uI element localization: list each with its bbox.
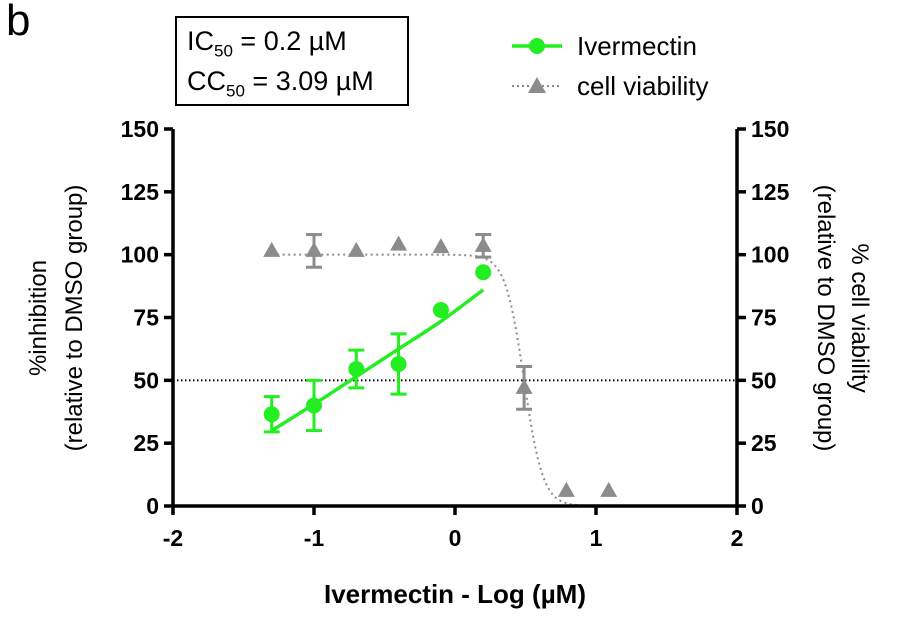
y-right-tick-label: 125 — [751, 179, 790, 205]
viability-point-3 — [390, 235, 408, 251]
y-left-tick-label: 100 — [121, 242, 159, 268]
cc50-stat: CC50 = 3.09 µM — [187, 66, 374, 101]
ivermectin-point-5 — [475, 264, 492, 281]
ivermectin-point-0 — [263, 406, 280, 423]
y-right-tick-label: 150 — [751, 116, 789, 142]
ivermectin-point-4 — [432, 301, 449, 318]
y-right-tick-label: 0 — [751, 493, 764, 519]
viability-point-1 — [305, 241, 323, 257]
y-left-tick-label: 0 — [146, 493, 159, 519]
y-left-title-line1: %inhibition — [25, 260, 52, 376]
data-markers — [263, 235, 618, 497]
ic50-stat: IC50 = 0.2 µM — [187, 26, 347, 61]
ivermectin-point-3 — [390, 355, 407, 372]
error-bars — [263, 233, 533, 434]
viability-point-6 — [515, 378, 533, 394]
ivermectin-point-1 — [306, 397, 322, 414]
legend: Ivermectin cell viability — [512, 31, 709, 101]
y-left-tick-label: 125 — [121, 179, 160, 205]
legend-marker-ivermectin — [529, 38, 545, 54]
legend-item-ivermectin: Ivermectin — [512, 31, 697, 61]
viability-point-5 — [474, 236, 492, 252]
x-tick-label: 1 — [590, 525, 603, 551]
cc50-subscript: 50 — [226, 81, 245, 101]
axis-titles: Ivermectin - Log (µM) %inhibition (relat… — [25, 185, 873, 609]
y-right-tick-label: 75 — [751, 305, 777, 331]
y-right-title-line1: % cell viability — [846, 243, 873, 392]
y-right-tick-label: 50 — [751, 367, 777, 393]
viability-point-0 — [263, 241, 281, 257]
y-left-tick-label: 25 — [133, 430, 159, 456]
y-right-title-line2: (relative to DMSO group) — [812, 185, 839, 452]
tick-labels: 0 0 25 25 50 50 75 75 100 100 125 125 150 150 -2 -1 0 1 2 — [121, 116, 790, 551]
cc50-value: = 3.09 µM — [244, 66, 374, 96]
legend-item-cell-viability: cell viability — [512, 71, 709, 101]
y-left-tick-label: 75 — [133, 305, 159, 331]
viability-point-4 — [432, 238, 450, 254]
y-left-tick-label: 150 — [121, 116, 159, 142]
x-tick-label: -1 — [304, 525, 325, 551]
ic50-value: = 0.2 µM — [232, 26, 347, 56]
viability-point-8 — [600, 481, 618, 497]
ic50-subscript: 50 — [214, 41, 233, 61]
y-left-title-line2: (relative to DMSO group) — [61, 185, 88, 452]
viability-point-7 — [557, 481, 575, 497]
x-tick-label: 0 — [449, 525, 462, 551]
cc50-prefix: CC — [187, 66, 226, 96]
ivermectin-fit-curve — [270, 288, 485, 433]
ivermectin-point-2 — [348, 361, 365, 378]
x-tick-label: -2 — [163, 525, 183, 551]
x-tick-label: 2 — [731, 525, 744, 551]
legend-marker-cell-viability — [528, 77, 546, 93]
y-left-tick-label: 50 — [133, 367, 159, 393]
y-right-tick-label: 100 — [751, 242, 789, 268]
legend-label-ivermectin: Ivermectin — [577, 31, 697, 61]
panel-label: b — [6, 0, 31, 45]
ic50-prefix: IC — [187, 26, 214, 56]
viability-point-2 — [347, 241, 365, 257]
x-axis-title: Ivermectin - Log (µM) — [324, 579, 586, 609]
legend-label-cell-viability: cell viability — [577, 71, 709, 101]
stats-box: IC50 = 0.2 µM CC50 = 3.09 µM — [175, 16, 409, 106]
axes — [164, 127, 746, 515]
y-right-tick-label: 25 — [751, 430, 777, 456]
